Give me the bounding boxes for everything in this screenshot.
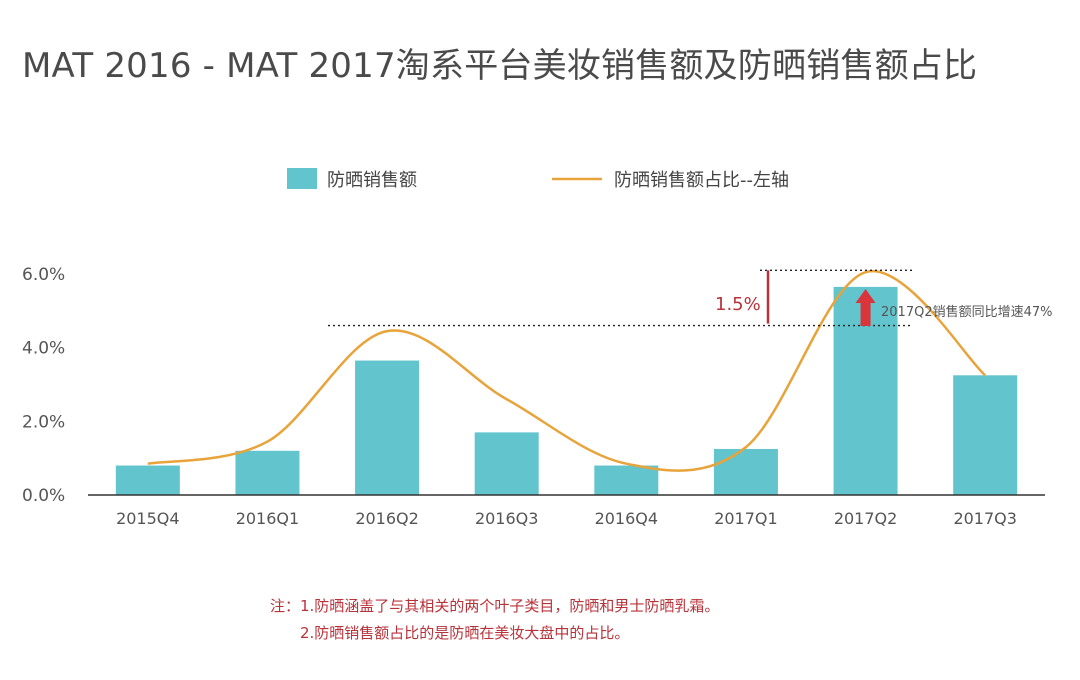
legend-label-bar: 防晒销售额 — [327, 170, 417, 191]
y-tick-label: 0.0% — [22, 486, 65, 506]
x-tick-label: 2016Q1 — [236, 509, 300, 528]
bar-2017Q3 — [953, 375, 1018, 495]
x-tick-label: 2015Q4 — [116, 509, 180, 528]
line-series-share — [147, 269, 987, 472]
bar-2015Q4 — [115, 465, 180, 495]
chart-title: MAT 2016 - MAT 2017淘系平台美妆销售额及防晒销售额占比 — [22, 46, 978, 86]
x-tick-label: 2016Q4 — [595, 509, 659, 528]
growth-label: 2017Q2销售额同比增速47% — [881, 304, 1052, 320]
x-tick-label: 2017Q3 — [953, 509, 1017, 528]
bar-2016Q1 — [235, 450, 300, 495]
bar-2016Q3 — [474, 432, 539, 495]
x-tick-label: 2016Q2 — [355, 509, 419, 528]
growth-arrow-icon — [855, 289, 876, 326]
gap-label: 1.5% — [715, 294, 761, 315]
legend-swatch-bar — [287, 168, 317, 189]
y-tick-label: 4.0% — [22, 339, 65, 359]
footnote-2: 2.防晒销售额占比的是防晒在美妆大盘中的占比。 — [300, 624, 630, 642]
bar-2016Q4 — [594, 465, 659, 495]
y-tick-label: 6.0% — [22, 265, 65, 285]
bar-2016Q2 — [355, 360, 420, 495]
x-tick-label: 2017Q2 — [834, 509, 898, 528]
y-tick-label: 2.0% — [22, 412, 65, 432]
footnote-1: 注：1.防晒涵盖了与其相关的两个叶子类目，防晒和男士防晒乳霜。 — [270, 597, 720, 615]
x-tick-label: 2016Q3 — [475, 509, 539, 528]
legend-label-line: 防晒销售额占比--左轴 — [614, 170, 789, 191]
x-tick-label: 2017Q1 — [714, 509, 778, 528]
bar-2017Q1 — [713, 448, 778, 495]
